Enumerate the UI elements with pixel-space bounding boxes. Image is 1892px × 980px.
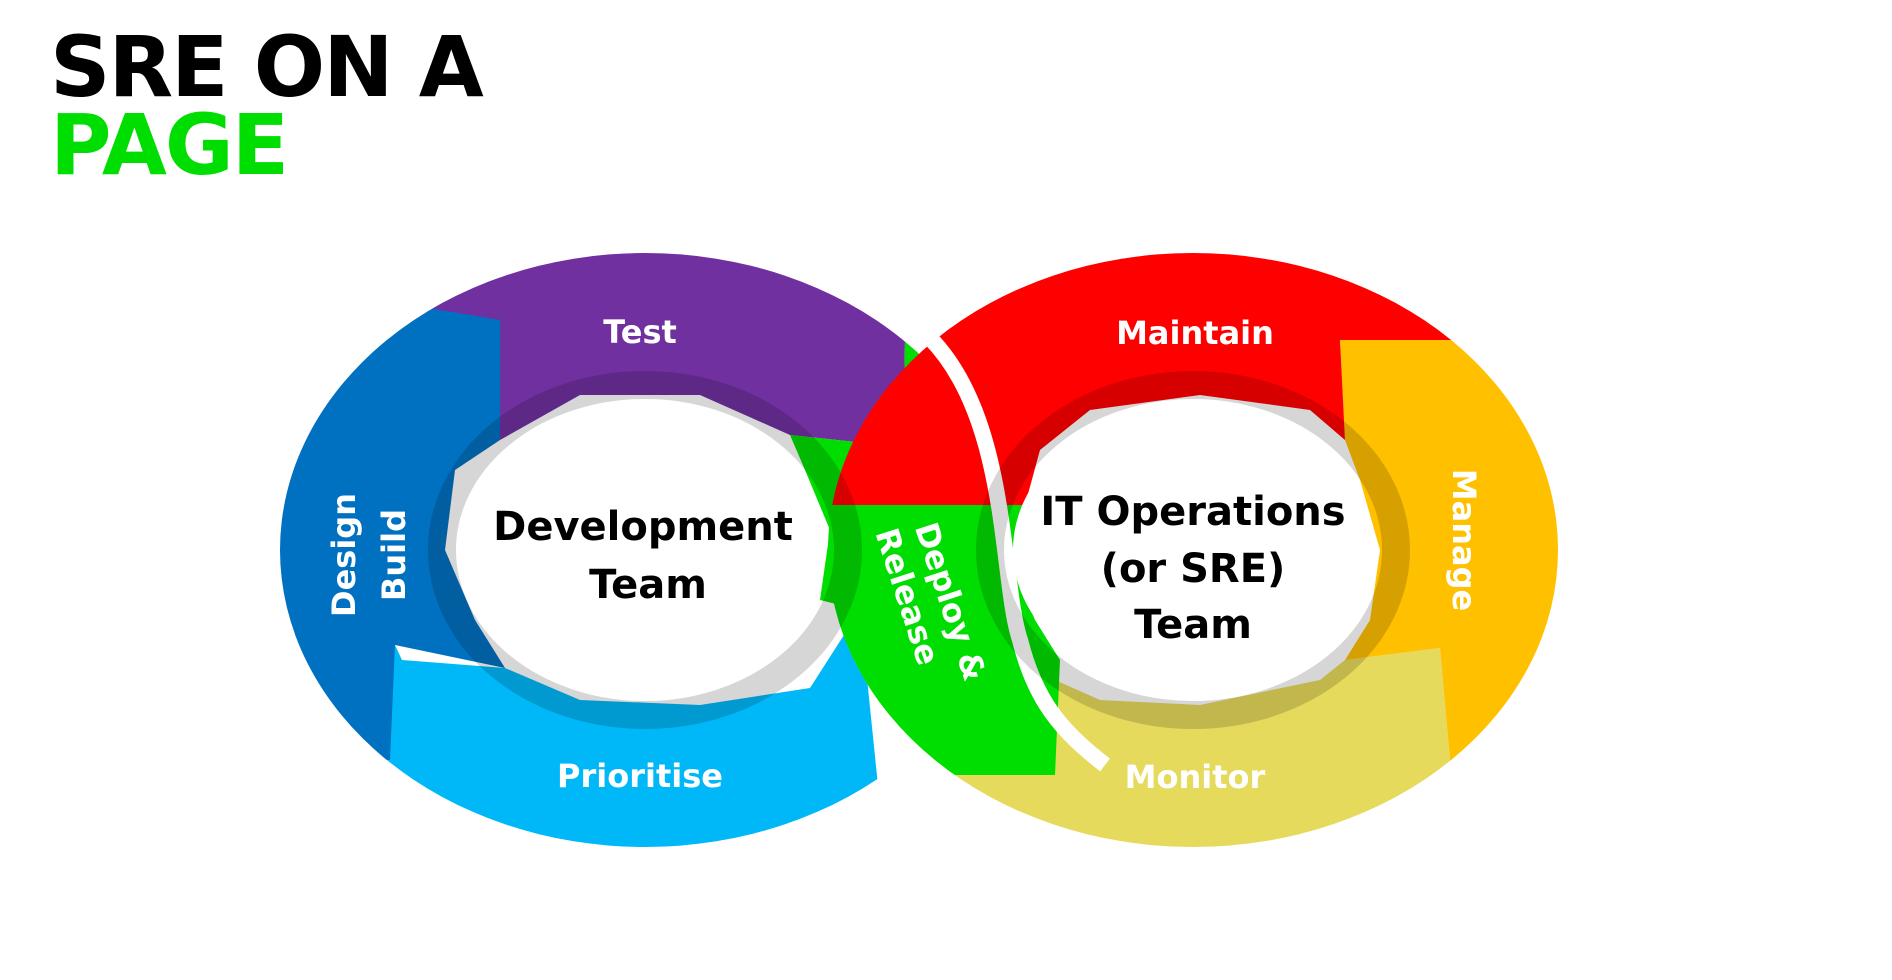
prioritise-label: Prioritise bbox=[557, 757, 723, 795]
test-segment bbox=[380, 253, 1000, 447]
maintain-segment bbox=[828, 253, 1558, 505]
design-label: Design bbox=[325, 493, 363, 617]
development-inner-ring bbox=[428, 371, 862, 729]
operations-team-line3: Team bbox=[1134, 602, 1252, 648]
build-label: Build bbox=[375, 509, 413, 601]
page-title-line1: SRE ON A bbox=[50, 18, 484, 116]
test-label: Test bbox=[603, 313, 677, 351]
development-team-line2: Team bbox=[589, 562, 707, 608]
ring-separator bbox=[924, 332, 1110, 772]
operations-team-line2: (or SRE) bbox=[1101, 546, 1286, 592]
development-center bbox=[465, 408, 825, 692]
operations-center bbox=[1013, 408, 1373, 692]
operations-inner-ring bbox=[976, 371, 1410, 729]
monitor-label: Monitor bbox=[1125, 758, 1266, 796]
manage-label: Manage bbox=[1445, 469, 1483, 611]
development-team-line1: Development bbox=[493, 504, 793, 550]
page-title: SRE ON A PAGE bbox=[50, 18, 484, 194]
page-title-line2: PAGE bbox=[50, 96, 289, 194]
prioritise-segment bbox=[280, 600, 900, 847]
operations-team-line1: IT Operations bbox=[1040, 489, 1345, 535]
maintain-label: Maintain bbox=[1116, 314, 1274, 352]
design-build-segment bbox=[280, 253, 505, 760]
